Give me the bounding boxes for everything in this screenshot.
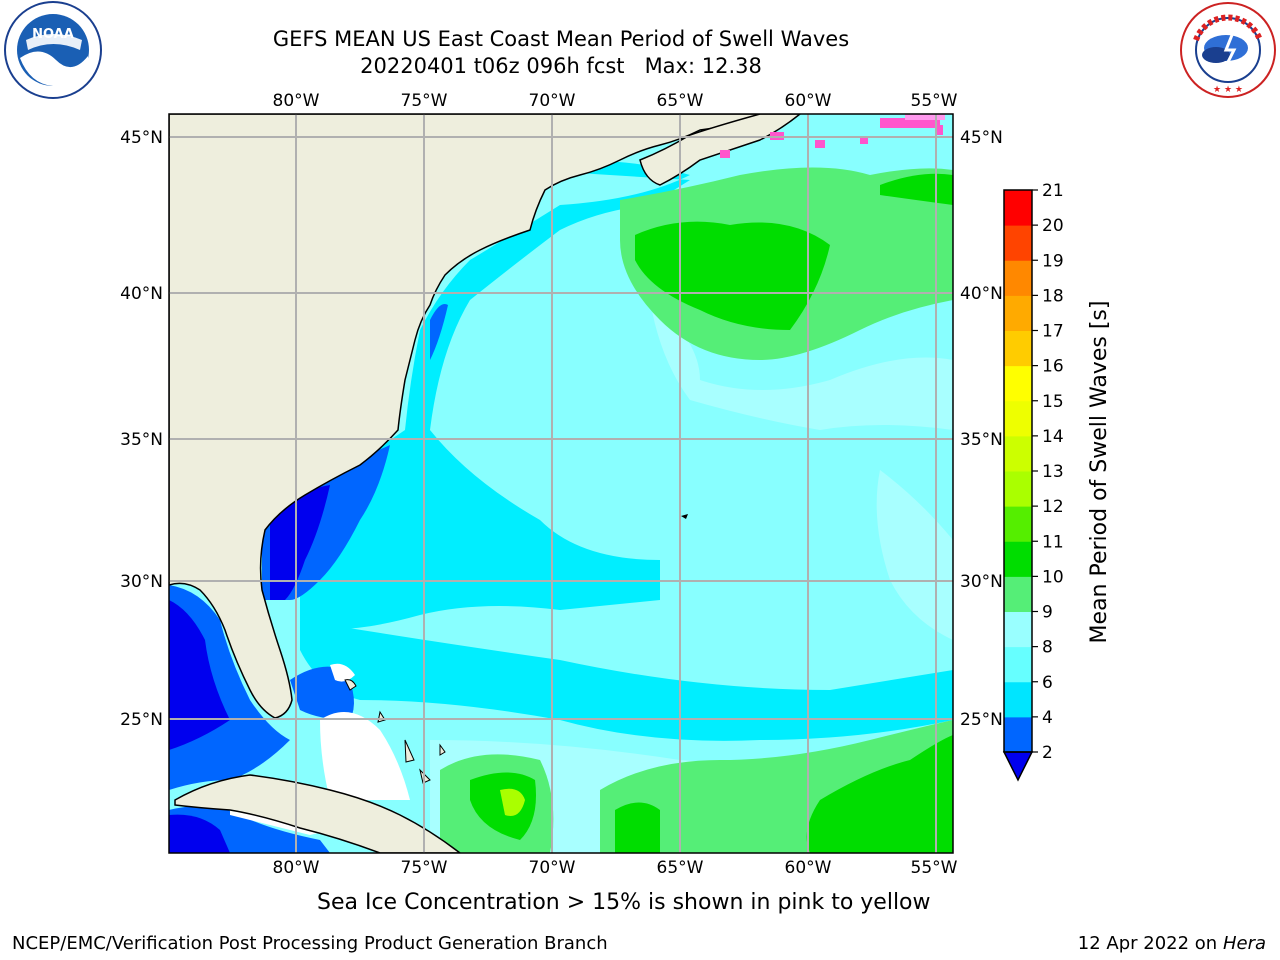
colorbar-tick-label: 8 (1042, 638, 1053, 658)
swell-band-10-11-bahamas (470, 772, 536, 840)
lat-ticks-left: 45°N 40°N 35°N 30°N 25°N (120, 128, 163, 730)
nws-logo: ★ ★ ★ (1180, 2, 1276, 98)
bahamas-bank-mask-north (330, 663, 355, 682)
swell-band-6-8-south (300, 620, 953, 741)
lat-tick-right: 45°N (960, 128, 1003, 148)
lat-tick-left: 30°N (120, 572, 163, 592)
lon-tick-bottom: 65°W (657, 858, 704, 878)
colorbar-tick-label: 11 (1042, 532, 1064, 552)
colorbar-tick-label: 16 (1042, 357, 1064, 377)
bahamas-islands (344, 679, 446, 784)
colorbar-segment (1004, 400, 1032, 437)
chart-title-block: GEFS MEAN US East Coast Mean Period of S… (0, 26, 1122, 80)
colorbar-tick-label: 17 (1042, 322, 1064, 342)
colorbar-segment (1004, 225, 1032, 261)
lat-tick-left: 40°N (120, 284, 163, 304)
colorbar-tick-label: 14 (1042, 427, 1064, 447)
lat-tick-left: 25°N (120, 710, 163, 730)
chart-subtitle: 20220401 t06z 096h fcst Max: 12.38 (360, 54, 762, 78)
bahamas-bank-mask (320, 712, 410, 800)
colorbar-segment (1004, 646, 1032, 683)
colorbar-tick-label: 10 (1042, 567, 1064, 587)
colorbar-segment (1004, 471, 1032, 507)
colorbar-segment (1004, 260, 1032, 296)
colorbar-segment (1004, 295, 1032, 331)
colorbar-segment (1004, 716, 1032, 753)
footer-date: 12 Apr 2022 on Hera (1078, 933, 1266, 954)
swell-band-2-4-chesapeake (430, 304, 448, 360)
lon-tick-top: 65°W (657, 91, 704, 111)
colorbar-segment (1004, 330, 1032, 367)
colorbar-segment (1004, 506, 1032, 542)
lon-ticks-top: 80°W 75°W 70°W 65°W 60°W 55°W (273, 91, 958, 111)
colorbar-tick-label: 20 (1042, 216, 1064, 236)
colorbar-tick-label: 9 (1042, 603, 1053, 623)
colorbar-segment (1004, 611, 1032, 648)
bermuda-island (681, 514, 688, 519)
colorbar-tick-label: 19 (1042, 251, 1064, 271)
us-east-coast-land (169, 114, 761, 719)
colorbar-tick-label: 4 (1042, 708, 1053, 728)
swell-band-10-11-south-west (615, 802, 660, 853)
lon-tick-top: 70°W (529, 91, 576, 111)
lat-tick-right: 30°N (960, 572, 1003, 592)
cuba-land (174, 774, 462, 853)
colorbar-segment (1004, 681, 1032, 718)
colorbar-tick-label: 6 (1042, 673, 1053, 693)
chart-title: GEFS MEAN US East Coast Mean Period of S… (272, 27, 850, 51)
swell-band-lt2-cuba (169, 814, 230, 853)
swell-band-10-11-north-small (880, 173, 953, 205)
sea-ice-note: Sea Ice Concentration > 15% is shown in … (317, 890, 931, 915)
colorbar-segment (1004, 365, 1032, 402)
footer-date-text: 12 Apr 2022 on (1077, 933, 1223, 954)
lat-tick-right: 40°N (960, 284, 1003, 304)
lat-tick-right: 35°N (960, 430, 1003, 450)
colorbar-segment (1004, 190, 1032, 226)
colorbar-tick-label: 15 (1042, 392, 1064, 412)
colorbar-segment (1004, 576, 1032, 612)
lat-tick-left: 35°N (120, 430, 163, 450)
colorbar-tick-label: 13 (1042, 462, 1064, 482)
swell-band-10-11-south (806, 735, 953, 853)
colorbar-under-extension (1002, 751, 1034, 782)
map-plot-area (169, 114, 953, 853)
colorbar-tick-label: 12 (1042, 497, 1064, 517)
swell-band-12-13-spot (500, 788, 525, 816)
lon-tick-bottom: 55°W (911, 858, 958, 878)
svg-text:★ ★ ★: ★ ★ ★ (1213, 85, 1243, 95)
noaa-logo-text: NOAA (32, 27, 74, 42)
lon-tick-top: 75°W (401, 91, 448, 111)
swell-band-6-8-north (300, 161, 690, 629)
swell-band-lt2-carolina (270, 485, 330, 600)
swell-band-lt2-gulf (169, 600, 230, 750)
colorbar-tick-label: 18 (1042, 286, 1064, 306)
lon-tick-bottom: 80°W (273, 858, 320, 878)
lat-ticks-right: 45°N 40°N 35°N 30°N 25°N (960, 128, 1003, 730)
colorbar: 2 4 6 8 9 10 11 12 13 14 15 16 17 18 19 20 21 (1002, 181, 1064, 782)
lon-tick-top: 60°W (785, 91, 832, 111)
lon-ticks-bottom: 80°W 75°W 70°W 65°W 60°W 55°W (273, 858, 958, 878)
lon-tick-bottom: 70°W (529, 858, 576, 878)
lon-tick-top: 80°W (273, 91, 320, 111)
noaa-logo: NOAA (4, 1, 102, 99)
colorbar-label: Mean Period of Swell Waves [s] (1087, 301, 1112, 644)
map-graticule (169, 114, 953, 853)
swell-band-8-9-east (650, 300, 953, 430)
lon-tick-bottom: 60°W (785, 858, 832, 878)
colorbar-tick-label: 2 (1042, 743, 1053, 763)
lat-tick-right: 25°N (960, 710, 1003, 730)
map-frame (168, 113, 954, 854)
footer-credit: NCEP/EMC/Verification Post Processing Pr… (12, 933, 608, 954)
swell-band-10-11-north (635, 221, 830, 330)
colorbar-segment (1004, 541, 1032, 577)
colorbar-tick-label: 21 (1042, 181, 1064, 201)
lat-tick-left: 45°N (120, 128, 163, 148)
lon-tick-bottom: 75°W (401, 858, 448, 878)
colorbar-segment (1004, 435, 1032, 472)
swell-band-8-9-southeast (876, 470, 953, 640)
footer-host: Hera (1222, 933, 1266, 954)
lon-tick-top: 55°W (911, 91, 958, 111)
